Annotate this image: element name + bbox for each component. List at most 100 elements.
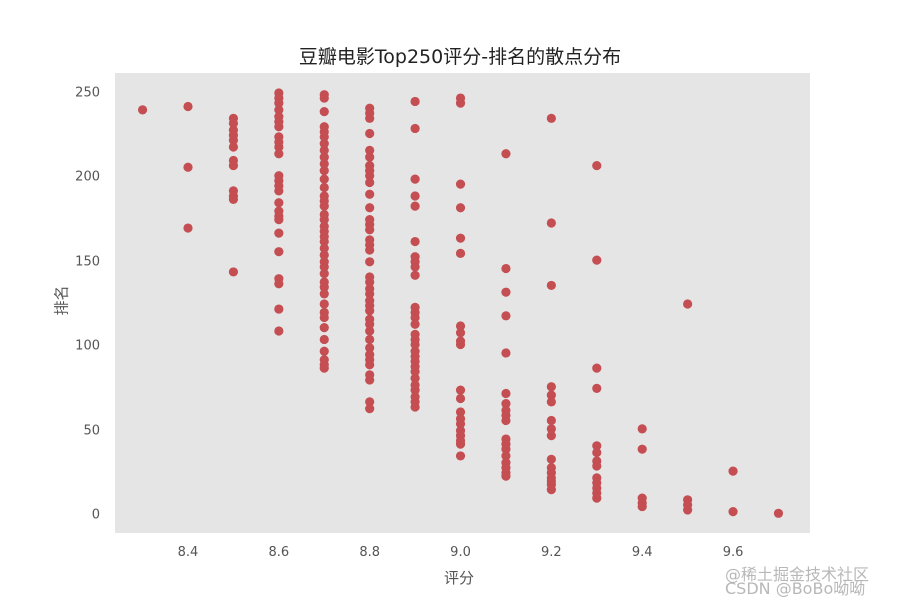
data-point xyxy=(319,363,329,373)
data-point xyxy=(319,145,329,155)
data-point xyxy=(274,326,284,336)
data-point xyxy=(319,159,329,169)
data-point xyxy=(455,328,466,338)
data-point xyxy=(410,339,420,350)
data-point xyxy=(319,269,329,279)
data-point xyxy=(683,299,693,309)
data-point xyxy=(592,441,602,451)
data-point xyxy=(410,402,420,412)
data-point xyxy=(274,98,284,108)
data-point xyxy=(319,282,329,292)
data-point xyxy=(592,461,602,471)
x-tick-label: 9.2 xyxy=(541,545,562,560)
data-point xyxy=(228,160,239,171)
data-point xyxy=(546,218,556,228)
data-point xyxy=(137,105,148,115)
data-point xyxy=(455,393,466,404)
data-point xyxy=(183,223,193,233)
data-point xyxy=(365,128,375,139)
data-point xyxy=(410,373,420,383)
data-point xyxy=(319,152,329,162)
data-point xyxy=(455,385,466,395)
data-point xyxy=(501,444,511,454)
y-tick-label: 100 xyxy=(75,338,100,354)
data-point xyxy=(637,424,647,434)
x-tick-label: 9.4 xyxy=(631,545,653,560)
x-tick-label: 8.6 xyxy=(268,545,290,560)
data-point xyxy=(228,142,239,152)
data-point xyxy=(365,319,375,329)
x-tick-label: 8.4 xyxy=(177,545,199,560)
data-point xyxy=(365,326,375,336)
data-point xyxy=(546,424,556,434)
data-point xyxy=(365,306,375,316)
data-point xyxy=(274,279,284,289)
data-point xyxy=(410,385,420,395)
watermark-csdn: CSDN @BoBo呦呦 xyxy=(725,579,866,598)
data-point xyxy=(501,398,511,409)
data-point xyxy=(183,101,193,112)
data-point xyxy=(728,466,738,476)
data-point xyxy=(274,304,284,314)
data-point xyxy=(455,451,466,461)
data-point xyxy=(319,262,329,272)
data-point xyxy=(228,135,239,145)
data-point xyxy=(319,201,329,211)
data-point xyxy=(228,118,239,128)
x-tick-label: 9.0 xyxy=(450,545,471,560)
data-point xyxy=(319,299,329,309)
data-point xyxy=(501,311,511,321)
data-point xyxy=(274,186,284,196)
data-point xyxy=(274,122,284,132)
data-point xyxy=(365,113,375,123)
data-point xyxy=(455,339,466,350)
chart-title: 豆瓣电影Top250评分-排名的散点分布 xyxy=(298,46,622,68)
data-point xyxy=(365,397,375,407)
data-point xyxy=(365,360,375,370)
data-point xyxy=(592,447,602,458)
data-point xyxy=(319,334,329,345)
data-point xyxy=(365,177,375,188)
data-point xyxy=(319,312,329,323)
data-point xyxy=(455,233,466,243)
data-point xyxy=(319,289,329,299)
data-point xyxy=(319,243,329,253)
data-point xyxy=(365,334,375,345)
data-point xyxy=(319,139,329,149)
data-point xyxy=(274,215,284,225)
data-point xyxy=(455,248,466,258)
data-point xyxy=(274,149,284,159)
data-point xyxy=(410,201,420,211)
data-point xyxy=(546,454,556,464)
data-point xyxy=(455,419,466,429)
data-point xyxy=(365,257,375,267)
data-point xyxy=(365,225,375,235)
data-point xyxy=(455,179,466,189)
data-point xyxy=(592,383,602,393)
data-point xyxy=(274,247,284,257)
x-axis-label: 评分 xyxy=(444,569,475,587)
data-point xyxy=(410,174,420,184)
data-point xyxy=(365,289,375,299)
data-point xyxy=(274,198,284,208)
data-point xyxy=(365,343,375,353)
data-point xyxy=(637,444,647,454)
watermark-juejin: @稀土掘金技术社区 xyxy=(725,565,870,584)
data-point xyxy=(773,508,784,518)
y-tick-label: 0 xyxy=(91,507,100,523)
x-tick-label: 8.8 xyxy=(359,545,381,560)
data-point xyxy=(501,451,511,461)
y-tick-label: 150 xyxy=(75,254,100,270)
data-point xyxy=(455,407,466,417)
y-axis-label: 排名 xyxy=(52,285,71,316)
data-point xyxy=(455,321,466,331)
data-point xyxy=(319,93,329,103)
data-point xyxy=(501,348,511,358)
data-point xyxy=(501,149,511,159)
data-point xyxy=(319,346,329,356)
data-point xyxy=(319,106,329,117)
data-point xyxy=(183,162,193,172)
data-point xyxy=(501,263,511,274)
data-point xyxy=(410,96,420,107)
data-point xyxy=(365,189,375,199)
